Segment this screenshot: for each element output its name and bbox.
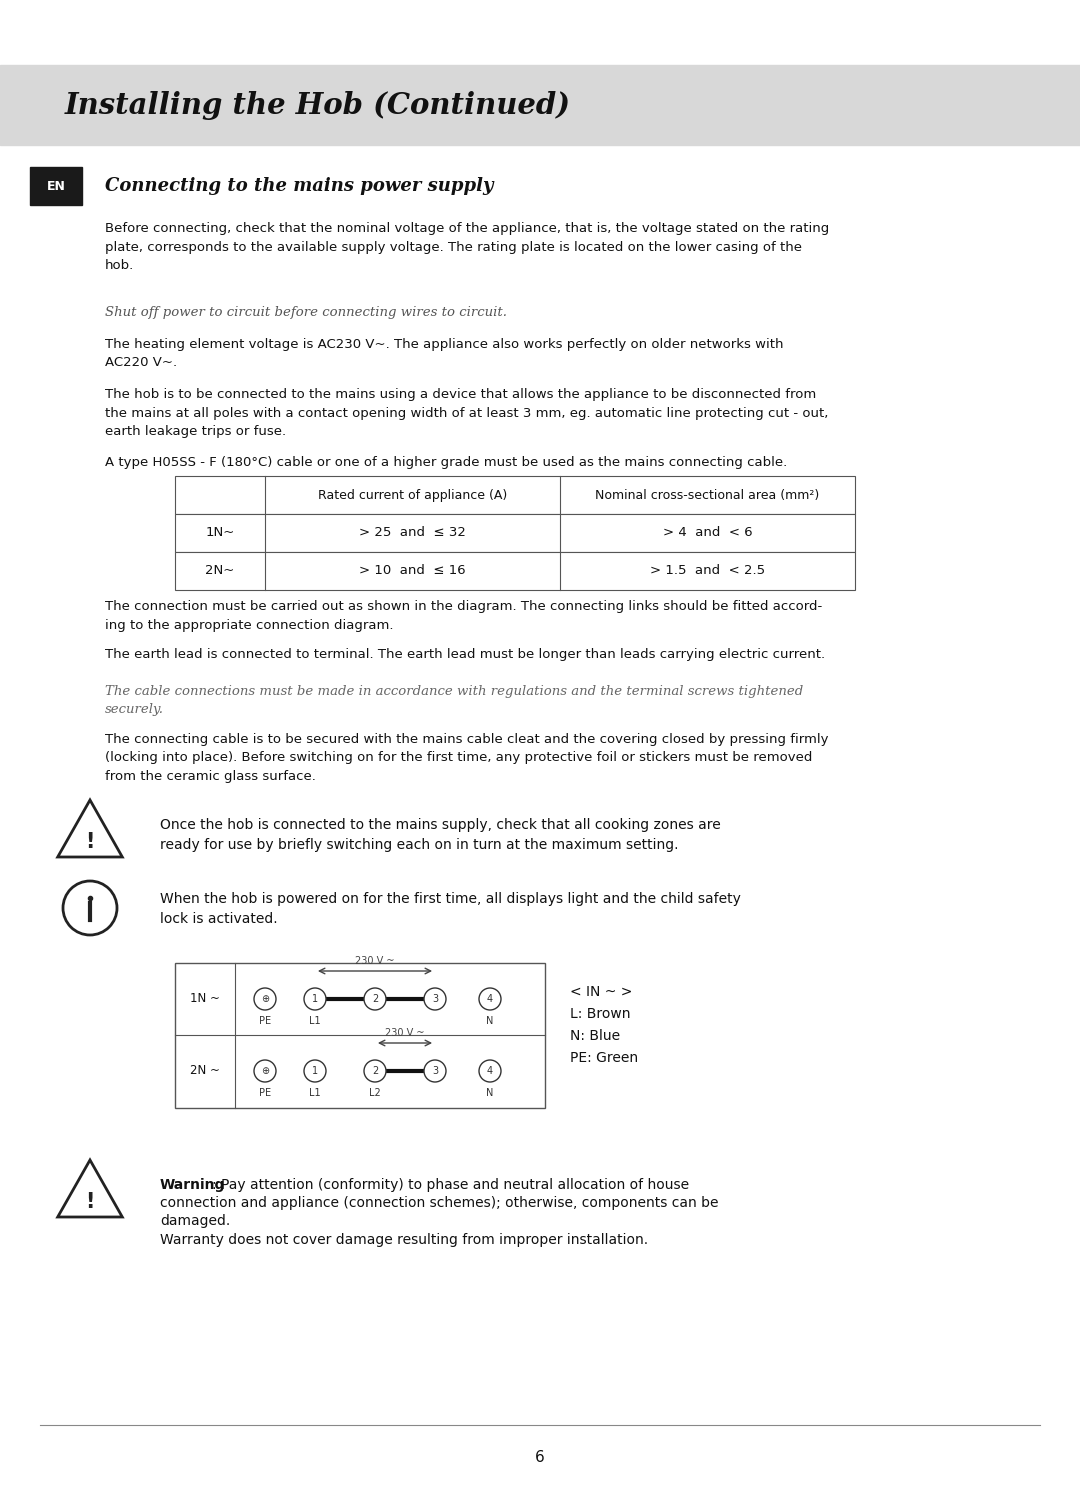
Bar [175,514,855,551]
Text: When the hob is powered on for the first time, all displays light and the child : When the hob is powered on for the first… [160,892,741,926]
Text: L2: L2 [369,1088,381,1098]
Text: > 10  and  ≤ 16: > 10 and ≤ 16 [360,565,465,578]
Text: The heating element voltage is AC230 V~. The appliance also works perfectly on o: The heating element voltage is AC230 V~.… [105,337,783,370]
Bar [30,166,82,205]
Text: 3: 3 [432,1065,438,1076]
Text: EN: EN [46,180,66,193]
Circle shape [480,1060,501,1082]
Text: 4: 4 [487,994,494,1005]
Text: 1N ~: 1N ~ [190,993,220,1006]
Circle shape [480,988,501,1010]
Circle shape [254,1060,276,1082]
Text: Warranty does not cover damage resulting from improper installation.: Warranty does not cover damage resulting… [160,1233,648,1247]
Text: Warning: Warning [160,1178,226,1192]
Text: connection and appliance (connection schemes); otherwise, components can be: connection and appliance (connection sch… [160,1196,718,1210]
Text: The cable connections must be made in accordance with regulations and the termin: The cable connections must be made in ac… [105,685,804,716]
Text: N: N [486,1088,494,1098]
Text: PE: PE [259,1016,271,1025]
Circle shape [364,988,386,1010]
Text: The connecting cable is to be secured with the mains cable cleat and the coverin: The connecting cable is to be secured wi… [105,733,828,783]
Text: 2: 2 [372,1065,378,1076]
Text: > 4  and  < 6: > 4 and < 6 [663,526,753,539]
Text: N: N [486,1016,494,1025]
Text: L1: L1 [309,1088,321,1098]
Text: > 25  and  ≤ 32: > 25 and ≤ 32 [359,526,465,539]
Circle shape [424,1060,446,1082]
Text: Before connecting, check that the nominal voltage of the appliance, that is, the: Before connecting, check that the nomina… [105,221,829,272]
Text: 230 V ~: 230 V ~ [386,1028,424,1039]
Text: 1N~: 1N~ [205,526,234,539]
Text: 6: 6 [535,1450,545,1465]
Text: PE: Green: PE: Green [570,1051,638,1065]
Text: !: ! [85,1192,95,1211]
Text: !: ! [85,832,95,851]
Text: L1: L1 [309,1016,321,1025]
Text: : Pay attention (conformity) to phase and neutral allocation of house: : Pay attention (conformity) to phase an… [212,1178,689,1192]
Circle shape [364,1060,386,1082]
Text: 3: 3 [432,994,438,1005]
Bar [175,963,545,1109]
Text: 2N ~: 2N ~ [190,1064,220,1077]
Text: < IN ~ >: < IN ~ > [570,985,633,999]
Text: 230 V ~: 230 V ~ [355,955,395,966]
Text: 4: 4 [487,1065,494,1076]
Circle shape [303,1060,326,1082]
Text: Connecting to the mains power supply: Connecting to the mains power supply [105,177,494,195]
Text: A type H05SS - F (180°C) cable or one of a higher grade must be used as the main: A type H05SS - F (180°C) cable or one of… [105,456,787,470]
Text: The earth lead is connected to terminal. The earth lead must be longer than lead: The earth lead is connected to terminal.… [105,648,825,661]
Text: 2: 2 [372,994,378,1005]
Text: Rated current of appliance (A): Rated current of appliance (A) [318,489,508,501]
Circle shape [424,988,446,1010]
Text: 1: 1 [312,994,319,1005]
Circle shape [303,988,326,1010]
Text: The connection must be carried out as shown in the diagram. The connecting links: The connection must be carried out as sh… [105,600,822,632]
Text: Nominal cross-sectional area (mm²): Nominal cross-sectional area (mm²) [595,489,820,501]
Text: Once the hob is connected to the mains supply, check that all cooking zones are
: Once the hob is connected to the mains s… [160,817,720,851]
Text: Shut off power to circuit before connecting wires to circuit.: Shut off power to circuit before connect… [105,306,507,319]
Circle shape [254,988,276,1010]
Text: > 1.5  and  < 2.5: > 1.5 and < 2.5 [650,565,765,578]
Text: N: Blue: N: Blue [570,1028,620,1043]
Text: 2N~: 2N~ [205,565,234,578]
Text: Installing the Hob (Continued): Installing the Hob (Continued) [65,91,571,119]
Text: L: Brown: L: Brown [570,1008,631,1021]
Text: damaged.: damaged. [160,1214,230,1227]
Bar [175,476,855,514]
Text: PE: PE [259,1088,271,1098]
Text: The hob is to be connected to the mains using a device that allows the appliance: The hob is to be connected to the mains … [105,388,828,438]
Bar [175,551,855,590]
Text: ⊕: ⊕ [261,994,269,1005]
Text: 1: 1 [312,1065,319,1076]
Text: ⊕: ⊕ [261,1065,269,1076]
Bar [0,65,1080,146]
